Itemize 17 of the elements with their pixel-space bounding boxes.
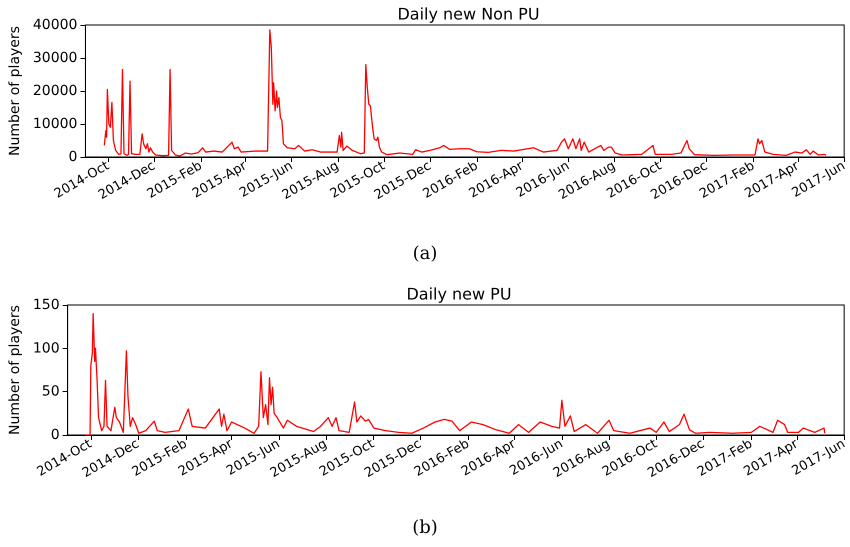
text: (b)	[411, 517, 439, 538]
y-tick-label: 0	[50, 427, 60, 443]
chart-title: Daily new PU	[406, 284, 512, 304]
y-tick-label: 0	[68, 149, 78, 165]
text: (a)	[412, 243, 438, 264]
y-axis-title: Number of players	[7, 305, 23, 435]
y-tick-label: 20000	[32, 83, 78, 99]
y-tick-label: 50	[42, 384, 60, 400]
chart-title: Daily new Non PU	[397, 4, 540, 24]
y-axis-title: Number of players	[7, 26, 23, 156]
y-tick-label: 40000	[32, 17, 78, 33]
y-tick-label: 150	[32, 297, 60, 313]
line-series	[84, 313, 826, 436]
y-tick-label: 30000	[32, 50, 78, 66]
y-tick-label: 10000	[32, 116, 78, 132]
line-series	[104, 29, 827, 157]
y-tick-label: 100	[32, 340, 60, 356]
